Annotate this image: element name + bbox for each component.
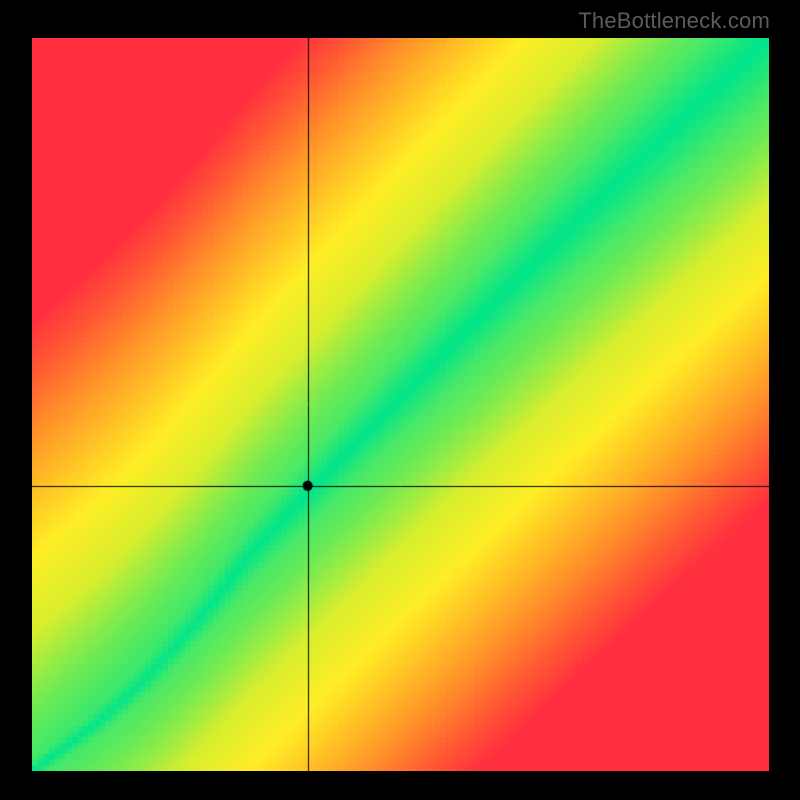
overlay-canvas: [32, 38, 769, 771]
chart-container: TheBottleneck.com: [0, 0, 800, 800]
watermark-text: TheBottleneck.com: [578, 8, 770, 34]
